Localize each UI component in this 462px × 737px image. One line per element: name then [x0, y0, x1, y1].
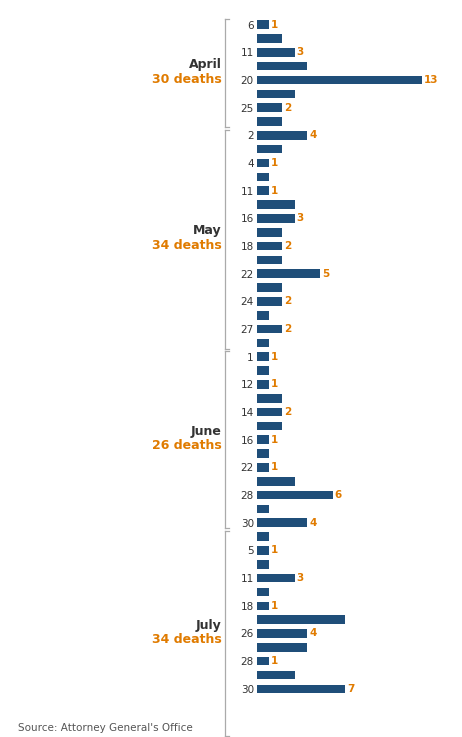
- Bar: [257, 436, 269, 444]
- Bar: [257, 172, 269, 181]
- Text: 26 deaths: 26 deaths: [152, 439, 222, 453]
- Text: 1: 1: [271, 601, 279, 611]
- Bar: [257, 366, 269, 375]
- Text: June: June: [191, 425, 222, 438]
- Bar: [257, 145, 282, 153]
- Bar: [257, 643, 307, 652]
- Text: 1: 1: [271, 352, 279, 362]
- Text: 4: 4: [310, 629, 316, 638]
- Bar: [257, 574, 295, 582]
- Text: 13: 13: [424, 75, 438, 85]
- Text: 2: 2: [284, 296, 291, 307]
- Text: July: July: [196, 618, 222, 632]
- Text: 5: 5: [322, 269, 329, 279]
- Text: 1: 1: [271, 462, 279, 472]
- Bar: [257, 48, 295, 57]
- Bar: [257, 477, 295, 486]
- Bar: [257, 587, 269, 596]
- Bar: [257, 76, 422, 84]
- Bar: [257, 62, 307, 71]
- Bar: [257, 671, 295, 680]
- Bar: [257, 158, 269, 167]
- Text: 3: 3: [297, 573, 304, 583]
- Bar: [257, 186, 269, 195]
- Text: 34 deaths: 34 deaths: [152, 239, 222, 252]
- Bar: [257, 338, 269, 347]
- Text: 4: 4: [310, 130, 316, 140]
- Bar: [257, 615, 346, 624]
- Bar: [257, 380, 269, 388]
- Bar: [257, 519, 307, 527]
- Text: 2: 2: [284, 102, 291, 113]
- Bar: [257, 505, 269, 513]
- Bar: [257, 103, 282, 112]
- Bar: [257, 560, 269, 568]
- Bar: [257, 228, 282, 237]
- Bar: [257, 34, 282, 43]
- Bar: [257, 685, 346, 693]
- Text: 30 deaths: 30 deaths: [152, 73, 222, 85]
- Text: 1: 1: [271, 158, 279, 168]
- Bar: [257, 214, 295, 223]
- Bar: [257, 463, 269, 472]
- Bar: [257, 90, 295, 98]
- Text: 6: 6: [334, 490, 342, 500]
- Text: 1: 1: [271, 20, 279, 29]
- Bar: [257, 408, 282, 416]
- Text: 1: 1: [271, 186, 279, 196]
- Bar: [257, 256, 282, 264]
- Text: 4: 4: [310, 518, 316, 528]
- Text: 2: 2: [284, 407, 291, 417]
- Text: 1: 1: [271, 545, 279, 556]
- Bar: [257, 491, 333, 500]
- Bar: [257, 546, 269, 555]
- Bar: [257, 394, 282, 402]
- Text: April: April: [189, 58, 222, 71]
- Bar: [257, 297, 282, 306]
- Bar: [257, 21, 269, 29]
- Bar: [257, 601, 269, 610]
- Text: 1: 1: [271, 380, 279, 389]
- Bar: [257, 657, 269, 666]
- Text: 34 deaths: 34 deaths: [152, 633, 222, 646]
- Text: 3: 3: [297, 47, 304, 57]
- Bar: [257, 422, 282, 430]
- Bar: [257, 131, 307, 140]
- Bar: [257, 270, 320, 278]
- Bar: [257, 200, 295, 209]
- Bar: [257, 311, 269, 320]
- Text: Source: Attorney General's Office: Source: Attorney General's Office: [18, 723, 193, 733]
- Bar: [257, 325, 282, 333]
- Bar: [257, 532, 269, 541]
- Text: 2: 2: [284, 324, 291, 334]
- Text: May: May: [193, 224, 222, 237]
- Text: 2: 2: [284, 241, 291, 251]
- Bar: [257, 352, 269, 361]
- Text: 3: 3: [297, 214, 304, 223]
- Bar: [257, 629, 307, 638]
- Text: 1: 1: [271, 435, 279, 444]
- Text: 1: 1: [271, 656, 279, 666]
- Bar: [257, 242, 282, 251]
- Bar: [257, 117, 282, 126]
- Bar: [257, 283, 282, 292]
- Text: 7: 7: [347, 684, 355, 694]
- Bar: [257, 450, 269, 458]
